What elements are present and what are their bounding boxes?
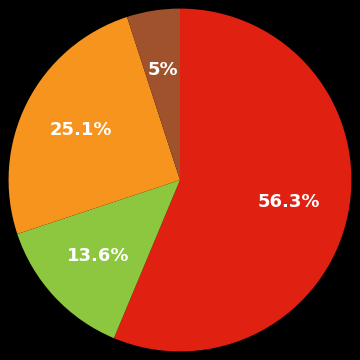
Text: 25.1%: 25.1% — [49, 121, 112, 139]
Wedge shape — [114, 9, 351, 351]
Wedge shape — [127, 9, 180, 180]
Text: 13.6%: 13.6% — [67, 247, 130, 265]
Text: 56.3%: 56.3% — [258, 193, 320, 211]
Text: 5%: 5% — [147, 61, 178, 79]
Wedge shape — [17, 180, 180, 338]
Wedge shape — [9, 17, 180, 234]
